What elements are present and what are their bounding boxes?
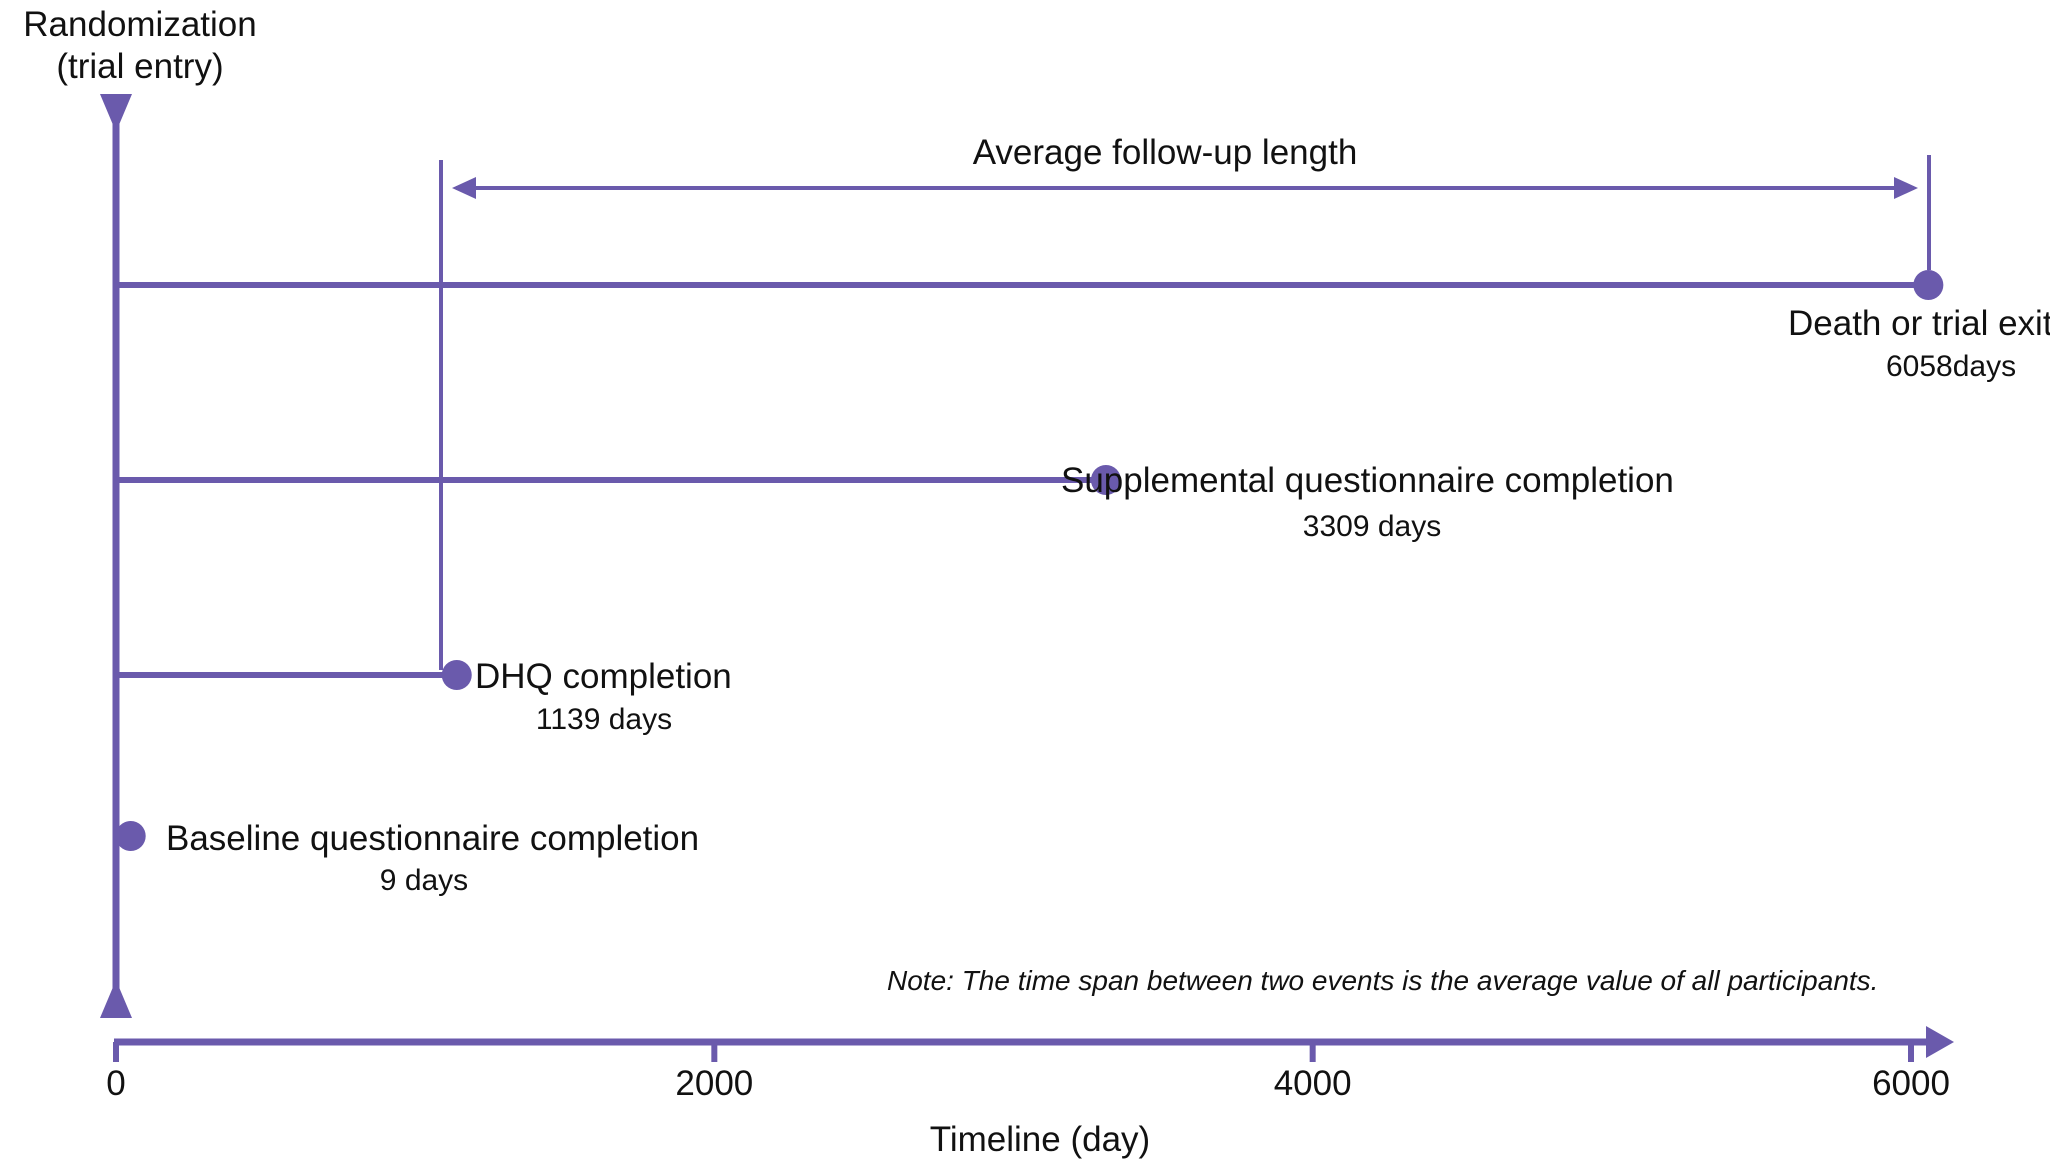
event-markers — [115, 270, 1944, 851]
event-marker-supplemental — [1090, 465, 1121, 495]
axis-tick-label-0: 0 — [106, 1064, 126, 1103]
axis-tick-label-6000: 6000 — [1872, 1064, 1950, 1103]
event-label-supplemental: Supplemental questionnaire completion — [1061, 461, 1674, 500]
event-label-death: Death or trial exit — [1788, 304, 2050, 343]
event-days-death-number: 6058 — [1886, 350, 1953, 383]
axis-title: Timeline (day) — [929, 1120, 1151, 1159]
randomization-title: Randomization (trial entry) — [0, 4, 280, 88]
event-days-supplemental: 3309 days — [1302, 510, 1442, 543]
event-marker-death — [1913, 270, 1944, 300]
span-arrow-left-head — [452, 177, 476, 199]
event-days-baseline: 9 days — [379, 864, 469, 897]
axis-ticks — [113, 1042, 1914, 1062]
randomization-title-line2: (trial entry) — [56, 47, 224, 86]
axis-tick-label-4000: 4000 — [1273, 1064, 1352, 1103]
event-marker-dhq — [441, 660, 472, 690]
randomization-top-marker — [100, 94, 132, 132]
event-label-dhq: DHQ completion — [475, 657, 732, 696]
span-arrow-right-head — [1894, 177, 1918, 199]
randomization-bottom-marker — [100, 980, 132, 1018]
event-label-baseline: Baseline questionnaire completion — [166, 819, 700, 858]
event-days-dhq: 1139 days — [535, 703, 673, 736]
footnote: Note: The time span between two events i… — [887, 965, 1879, 996]
timeline-axis-arrowhead — [1926, 1026, 1954, 1058]
event-days-death-unit: days — [1952, 350, 2017, 383]
event-days-death: 6058days — [1886, 350, 2016, 384]
follow-up-span-label: Average follow-up length — [972, 133, 1358, 172]
randomization-title-line1: Randomization — [23, 5, 257, 44]
event-marker-baseline — [115, 821, 146, 851]
axis-tick-label-2000: 2000 — [675, 1064, 754, 1103]
